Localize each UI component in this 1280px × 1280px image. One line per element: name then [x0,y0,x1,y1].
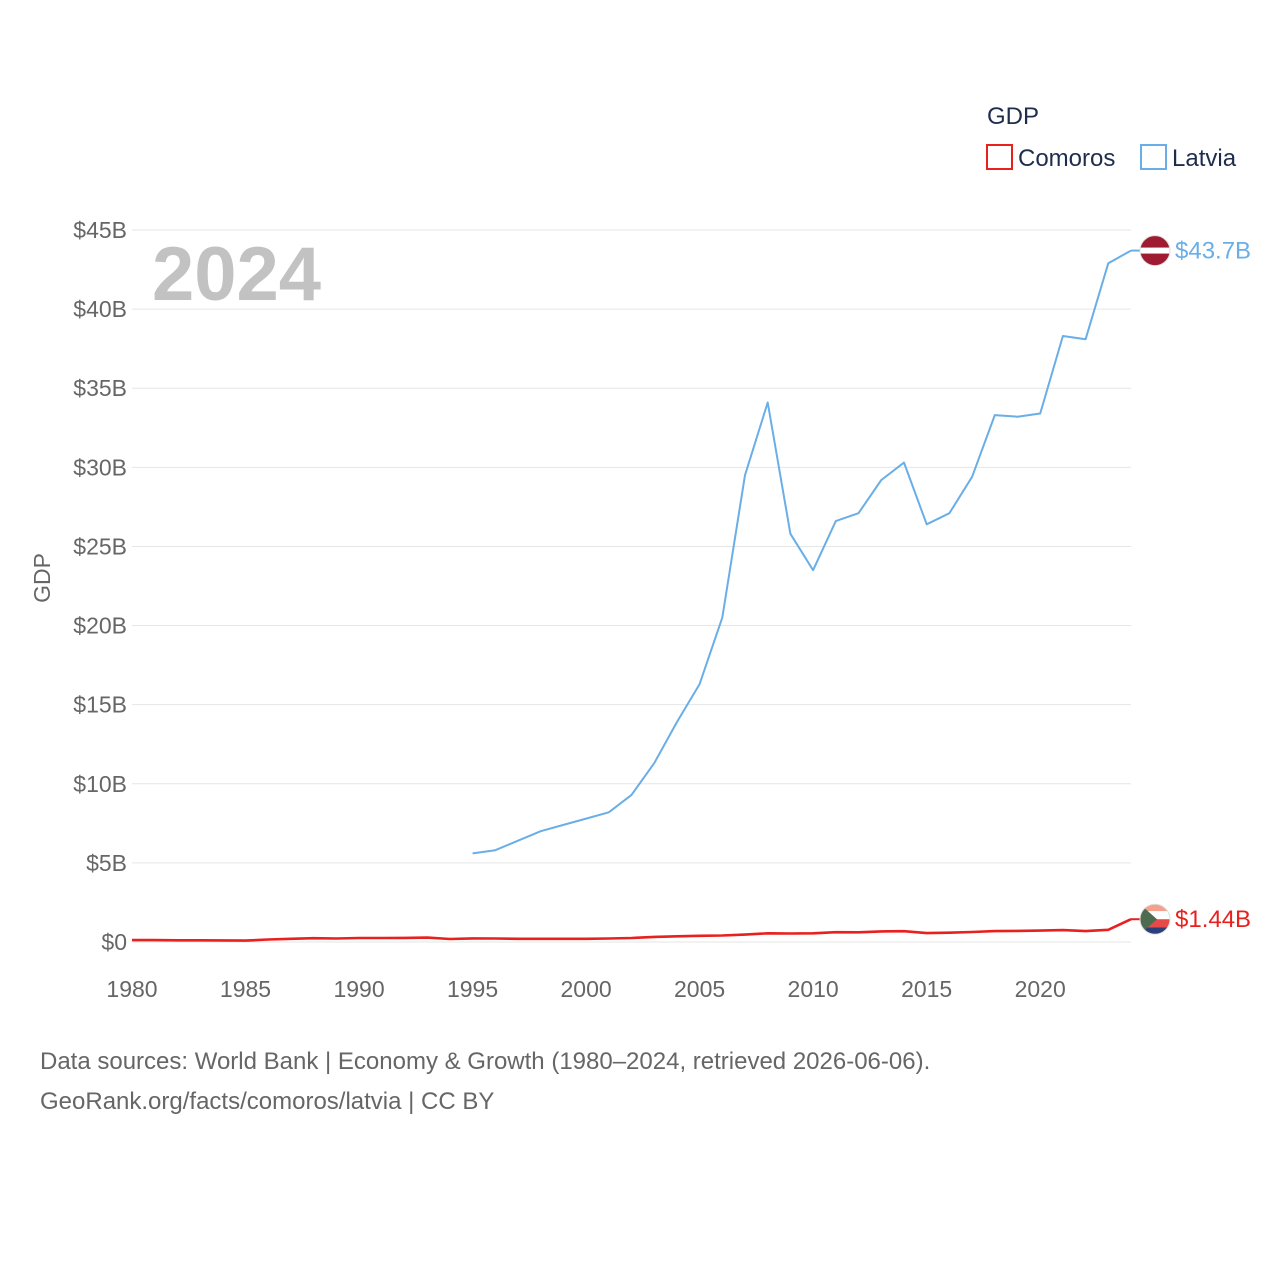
x-tick-label: 1985 [220,976,271,1002]
series-line-latvia [472,249,1132,855]
comoros-flag-icon [1139,903,1171,935]
gridlines [132,229,1131,943]
source-note: Data sources: World Bank | Economy & Gro… [40,1042,1240,1122]
x-tick-label: 1990 [333,976,384,1002]
series-lines [132,249,1132,942]
x-tick-label: 2005 [674,976,725,1002]
series-line-comoros [132,918,1132,942]
legend-title: GDP [987,103,1039,130]
x-axis-ticks: 1980 1985 1990 1995 2000 2005 2010 2015 2020 [106,976,1065,1002]
end-value-label-latvia: $43.7B [1175,238,1251,265]
legend: GDP Comoros Latvia [986,103,1237,172]
legend-label: Latvia [1172,145,1237,172]
series-end-markers: $1.44B $43.7B [1131,235,1251,935]
y-tick-label: $30B [73,454,127,480]
x-tick-label: 2010 [788,976,839,1002]
latvia-flag-icon [1139,235,1171,267]
x-tick-label: 1995 [447,976,498,1002]
x-tick-label: 2020 [1015,976,1066,1002]
y-tick-label: $35B [73,375,127,401]
y-tick-label: $25B [73,533,127,559]
x-tick-label: 2015 [901,976,952,1002]
x-tick-label: 1980 [106,976,157,1002]
legend-label: Comoros [1018,145,1115,172]
y-tick-label: $20B [73,613,127,639]
y-tick-label: $40B [73,296,127,322]
current-year-label: 2024 [152,232,321,317]
x-tick-label: 2000 [561,976,612,1002]
y-tick-label: $5B [86,850,127,876]
legend-item-comoros: Comoros [986,144,1115,172]
legend-item-latvia: Latvia [1140,144,1237,172]
y-axis-label: GDP [29,553,55,603]
y-tick-label: $45B [73,217,127,243]
y-axis-ticks: $0 $5B $10B $15B $20B $25B $30B $35B $40B $45B [73,217,127,955]
y-tick-label: $10B [73,771,127,797]
legend-swatch [1140,144,1167,170]
gdp-line-chart: $0 $5B $10B $15B $20B $25B $30B $35B $40B $45B 19… [29,103,1251,1002]
legend-swatch [986,144,1013,170]
y-tick-label: $15B [73,692,127,718]
end-value-label-comoros: $1.44B [1175,906,1251,933]
y-tick-label: $0 [101,929,127,955]
source-line-1: Data sources: World Bank | Economy & Gro… [40,1048,931,1075]
source-line-2[interactable]: GeoRank.org/facts/comoros/latvia | CC BY [40,1088,495,1115]
